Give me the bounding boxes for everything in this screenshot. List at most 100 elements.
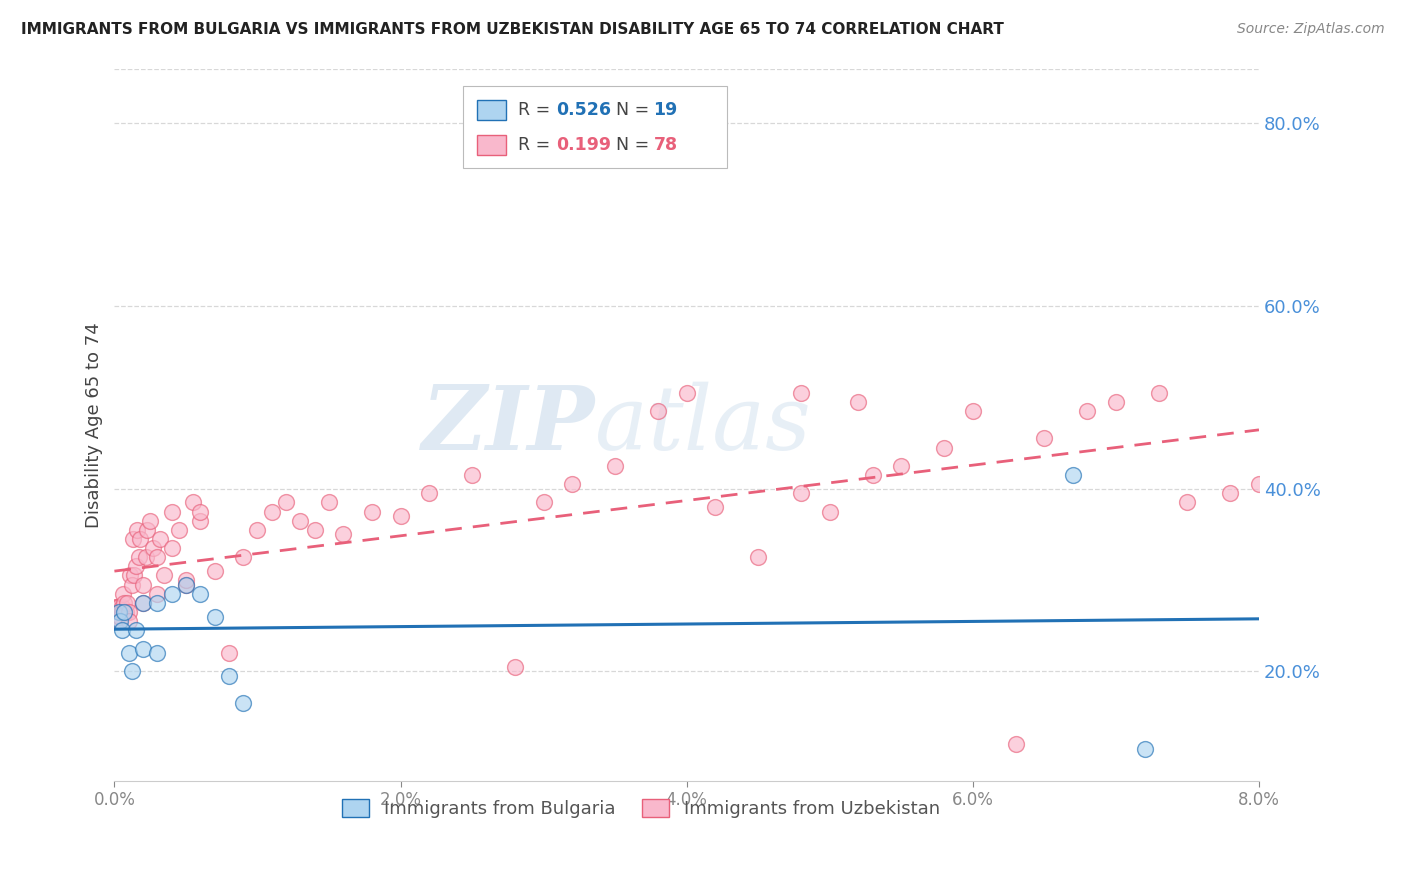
Point <box>790 385 813 400</box>
Point <box>146 587 169 601</box>
Point <box>125 624 148 638</box>
Text: 19: 19 <box>654 101 678 119</box>
Text: N =: N = <box>616 136 654 153</box>
Point <box>121 577 143 591</box>
Point <box>107 605 129 619</box>
Point <box>232 550 254 565</box>
Point <box>132 596 155 610</box>
Point <box>104 600 127 615</box>
Point <box>332 527 354 541</box>
Point <box>318 495 340 509</box>
Point <box>108 614 131 628</box>
Point <box>120 568 142 582</box>
Text: 0.526: 0.526 <box>557 101 612 119</box>
Point <box>167 523 190 537</box>
Point <box>142 541 165 555</box>
Point <box>246 523 269 537</box>
Point <box>160 587 183 601</box>
Point <box>160 541 183 555</box>
Point <box>188 504 211 518</box>
Point <box>127 523 149 537</box>
Point <box>181 495 204 509</box>
Point <box>1004 738 1026 752</box>
Point <box>110 605 132 619</box>
Point <box>260 504 283 518</box>
Point <box>647 404 669 418</box>
Point <box>605 458 627 473</box>
Point <box>1105 395 1128 409</box>
Point <box>704 500 727 514</box>
Point <box>160 504 183 518</box>
Point <box>361 504 384 518</box>
Point <box>790 486 813 500</box>
Text: R =: R = <box>519 136 557 153</box>
Point <box>111 587 134 601</box>
Point <box>862 468 884 483</box>
Point <box>118 614 141 628</box>
Point <box>146 550 169 565</box>
Point <box>747 550 769 565</box>
Point <box>848 395 870 409</box>
Point <box>174 577 197 591</box>
Point <box>105 614 128 628</box>
Point <box>132 577 155 591</box>
Point <box>124 568 146 582</box>
Point <box>174 577 197 591</box>
Point <box>1147 385 1170 400</box>
Point <box>389 509 412 524</box>
Point <box>110 600 132 615</box>
Point <box>1219 486 1241 500</box>
Point <box>503 660 526 674</box>
Point <box>188 587 211 601</box>
Point <box>146 646 169 660</box>
Point <box>139 514 162 528</box>
Point <box>125 559 148 574</box>
Point <box>218 669 240 683</box>
Bar <box>477 135 506 154</box>
Point <box>1033 432 1056 446</box>
Point <box>890 458 912 473</box>
Text: atlas: atlas <box>595 381 811 468</box>
Point <box>112 596 135 610</box>
Point <box>112 605 135 619</box>
Point <box>461 468 484 483</box>
Point <box>818 504 841 518</box>
Text: R =: R = <box>519 101 557 119</box>
Point <box>105 600 128 615</box>
Text: 78: 78 <box>654 136 678 153</box>
Point <box>121 665 143 679</box>
Point <box>962 404 984 418</box>
Point <box>1062 468 1084 483</box>
Point <box>304 523 326 537</box>
Point <box>1133 742 1156 756</box>
Point <box>561 477 583 491</box>
Point <box>290 514 312 528</box>
Point <box>115 605 138 619</box>
FancyBboxPatch shape <box>464 87 727 169</box>
Point <box>188 514 211 528</box>
Point <box>117 596 139 610</box>
Point <box>149 532 172 546</box>
Point <box>232 697 254 711</box>
Point <box>146 596 169 610</box>
Text: Source: ZipAtlas.com: Source: ZipAtlas.com <box>1237 22 1385 37</box>
Point <box>128 550 150 565</box>
Point <box>136 523 159 537</box>
Point <box>135 550 157 565</box>
Y-axis label: Disability Age 65 to 74: Disability Age 65 to 74 <box>86 322 103 528</box>
Legend: Immigrants from Bulgaria, Immigrants from Uzbekistan: Immigrants from Bulgaria, Immigrants fro… <box>335 792 948 825</box>
Point <box>129 532 152 546</box>
Text: N =: N = <box>616 101 654 119</box>
Point <box>274 495 297 509</box>
Point <box>174 573 197 587</box>
Text: IMMIGRANTS FROM BULGARIA VS IMMIGRANTS FROM UZBEKISTAN DISABILITY AGE 65 TO 74 C: IMMIGRANTS FROM BULGARIA VS IMMIGRANTS F… <box>21 22 1004 37</box>
Point <box>934 441 956 455</box>
Point <box>107 600 129 615</box>
Bar <box>477 100 506 120</box>
Point <box>110 624 132 638</box>
Point <box>418 486 440 500</box>
Point <box>204 609 226 624</box>
Point <box>118 646 141 660</box>
Point <box>1247 477 1270 491</box>
Point <box>1076 404 1098 418</box>
